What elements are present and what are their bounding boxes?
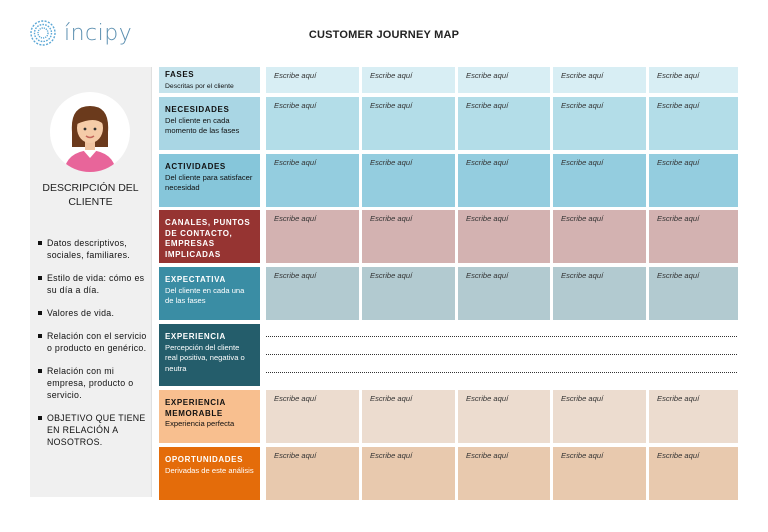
cell-fases-4[interactable]: Escribe aquí bbox=[553, 67, 646, 93]
row-label-actividades: ACTIVIDADES Del cliente para satisfacer n… bbox=[159, 154, 260, 207]
cell-canales-1[interactable]: Escribe aquí bbox=[266, 210, 359, 263]
experience-curve-line bbox=[266, 372, 737, 373]
cell-necesidades-3[interactable]: Escribe aquí bbox=[458, 97, 550, 150]
cell-memorable-2[interactable]: Escribe aquí bbox=[362, 390, 455, 443]
row-label-experiencia: EXPERIENCIA Percepción del cliente real p… bbox=[159, 324, 260, 386]
row-subtitle: Del cliente en cada momento de las fases bbox=[165, 115, 240, 136]
cell-fases-3[interactable]: Escribe aquí bbox=[458, 67, 550, 93]
avatar bbox=[50, 92, 130, 172]
logo-text: íncipy bbox=[64, 20, 133, 46]
cell-memorable-3[interactable]: Escribe aquí bbox=[458, 390, 550, 443]
row-subtitle: Del cliente en cada una de las fases bbox=[165, 285, 245, 306]
cell-memorable-5[interactable]: Escribe aquí bbox=[649, 390, 738, 443]
cell-canales-4[interactable]: Escribe aquí bbox=[553, 210, 646, 263]
row-title: EXPECTATIVA bbox=[165, 275, 226, 284]
cell-necesidades-5[interactable]: Escribe aquí bbox=[649, 97, 738, 150]
row-title: NECESIDADES bbox=[165, 105, 230, 114]
bullet-item: Valores de vida. bbox=[37, 307, 149, 319]
client-description-bullets: Datos descriptivos, sociales, familiares… bbox=[37, 237, 149, 459]
cell-necesidades-4[interactable]: Escribe aquí bbox=[553, 97, 646, 150]
cell-actividades-1[interactable]: Escribe aquí bbox=[266, 154, 359, 207]
bullet-item: Estilo de vida: cómo es su día a día. bbox=[37, 272, 149, 296]
cell-oportunidades-3[interactable]: Escribe aquí bbox=[458, 447, 550, 500]
page-title: CUSTOMER JOURNEY MAP bbox=[308, 29, 460, 41]
row-subtitle: Percepción del cliente real positiva, ne… bbox=[165, 342, 245, 373]
row-label-fases: FASES Descritas por el cliente bbox=[159, 67, 260, 93]
cell-oportunidades-2[interactable]: Escribe aquí bbox=[362, 447, 455, 500]
cell-canales-2[interactable]: Escribe aquí bbox=[362, 210, 455, 263]
row-label-memorable: EXPERIENCIA MEMORABLE Experiencia perfect… bbox=[159, 390, 260, 443]
cell-actividades-5[interactable]: Escribe aquí bbox=[649, 154, 738, 207]
cell-canales-5[interactable]: Escribe aquí bbox=[649, 210, 738, 263]
cell-memorable-4[interactable]: Escribe aquí bbox=[553, 390, 646, 443]
row-title: EXPERIENCIA MEMORABLE bbox=[165, 398, 226, 418]
cell-necesidades-2[interactable]: Escribe aquí bbox=[362, 97, 455, 150]
row-subtitle: Del cliente para satisfacer necesidad bbox=[165, 172, 253, 193]
logo: íncipy bbox=[28, 18, 132, 48]
cell-fases-5[interactable]: Escribe aquí bbox=[649, 67, 738, 93]
row-label-expectativa: EXPECTATIVA Del cliente en cada una de la… bbox=[159, 267, 260, 320]
experience-curve-line bbox=[266, 354, 737, 355]
row-subtitle: Descritas por el cliente bbox=[165, 82, 234, 90]
row-title: ACTIVIDADES bbox=[165, 162, 226, 171]
bullet-item: Relación con el servicio o producto en g… bbox=[37, 330, 149, 354]
cell-actividades-2[interactable]: Escribe aquí bbox=[362, 154, 455, 207]
cell-oportunidades-1[interactable]: Escribe aquí bbox=[266, 447, 359, 500]
row-title: FASES bbox=[165, 70, 195, 79]
logo-icon bbox=[30, 20, 56, 46]
cell-oportunidades-4[interactable]: Escribe aquí bbox=[553, 447, 646, 500]
cell-fases-1[interactable]: Escribe aquí bbox=[266, 67, 359, 93]
cell-expectativa-4[interactable]: Escribe aquí bbox=[553, 267, 646, 320]
cell-actividades-3[interactable]: Escribe aquí bbox=[458, 154, 550, 207]
cell-expectativa-3[interactable]: Escribe aquí bbox=[458, 267, 550, 320]
row-subtitle: Experiencia perfecta bbox=[165, 419, 235, 428]
row-subtitle: Derivadas de este análisis bbox=[165, 465, 254, 475]
client-description-title: DESCRIPCIÓN DEL CLIENTE bbox=[42, 182, 139, 208]
row-label-necesidades: NECESIDADES Del cliente en cada momento d… bbox=[159, 97, 260, 150]
cell-expectativa-5[interactable]: Escribe aquí bbox=[649, 267, 738, 320]
user-avatar-icon bbox=[64, 106, 116, 172]
row-label-canales: CANALES, PUNTOS DE CONTACTO, EMPRESAS IM… bbox=[159, 210, 260, 263]
experience-curve-line bbox=[266, 336, 737, 337]
cell-necesidades-1[interactable]: Escribe aquí bbox=[266, 97, 359, 150]
cell-oportunidades-5[interactable]: Escribe aquí bbox=[649, 447, 738, 500]
cell-expectativa-2[interactable]: Escribe aquí bbox=[362, 267, 455, 320]
row-title: CANALES, PUNTOS DE CONTACTO, EMPRESAS IM… bbox=[165, 218, 251, 259]
cell-memorable-1[interactable]: Escribe aquí bbox=[266, 390, 359, 443]
bullet-item: OBJETIVO QUE TIENE EN RELACIÓN A NOSOTRO… bbox=[37, 412, 149, 448]
client-description-panel: DESCRIPCIÓN DEL CLIENTE Datos descriptiv… bbox=[30, 67, 152, 497]
row-label-oportunidades: OPORTUNIDADES Derivadas de este análisis bbox=[159, 447, 260, 500]
cell-fases-2[interactable]: Escribe aquí bbox=[362, 67, 455, 93]
row-title: EXPERIENCIA bbox=[165, 332, 226, 341]
cell-expectativa-1[interactable]: Escribe aquí bbox=[266, 267, 359, 320]
cell-actividades-4[interactable]: Escribe aquí bbox=[553, 154, 646, 207]
row-title: OPORTUNIDADES bbox=[165, 455, 244, 464]
bullet-item: Relación con mi empresa, producto o serv… bbox=[37, 365, 149, 401]
bullet-item: Datos descriptivos, sociales, familiares… bbox=[37, 237, 149, 261]
cell-canales-3[interactable]: Escribe aquí bbox=[458, 210, 550, 263]
